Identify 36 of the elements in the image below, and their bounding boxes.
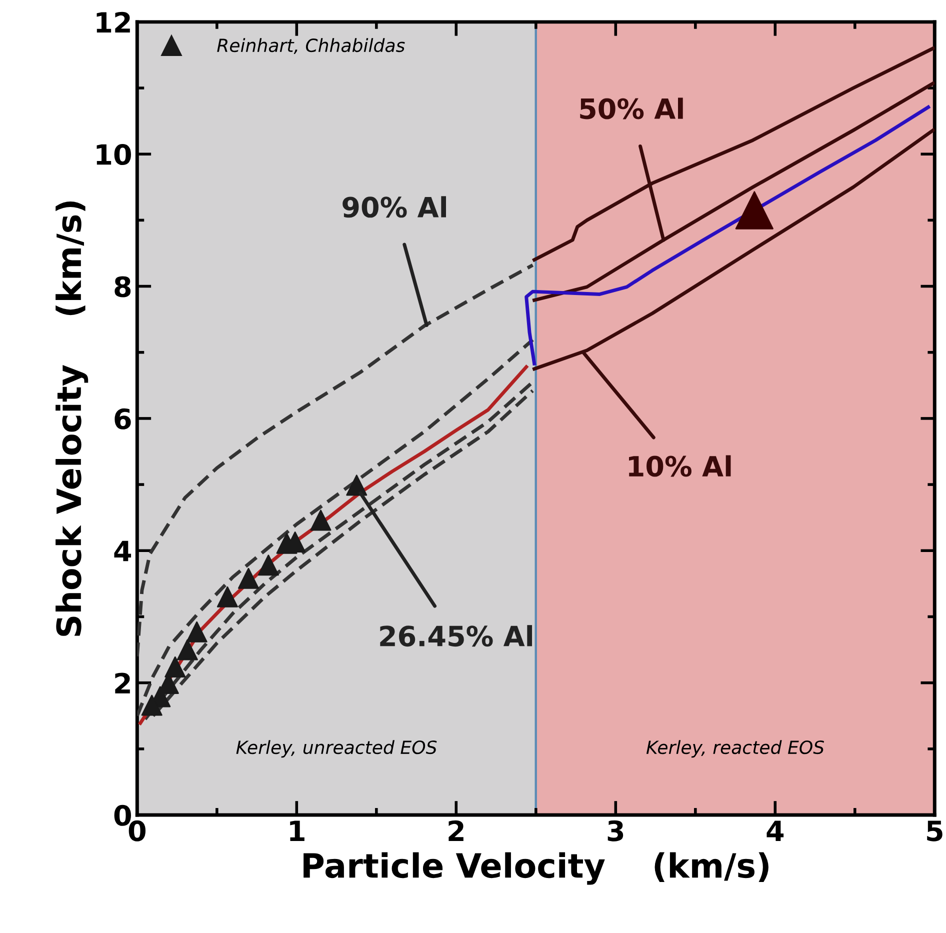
y-tick-label: 8 [114,276,131,298]
point [238,568,260,589]
point [164,656,186,678]
legend-label: Reinhart, Chhabildas [217,38,405,54]
y-tick-label: 0 [114,804,131,826]
point [276,532,298,554]
line-series [532,82,935,302]
band-label: Kerley, unreacted EOS [236,740,437,758]
point [176,639,198,660]
annotation: 90% Al [342,196,446,218]
line-series [137,263,534,658]
y-tick-label: 2 [115,672,130,694]
x-tick-label: 3 [608,820,624,842]
y-tick-label: 4 [114,540,132,562]
point [258,554,279,576]
point [310,510,332,531]
x-axis-title: Particle Velocity (km/s) [304,852,768,885]
annotation: 10% Al [629,455,731,477]
x-tick-label: 5 [927,820,942,842]
band-label: Kerley, reacted EOS [646,740,824,758]
x-tick-label: 0 [128,820,146,842]
x-tick-label: 2 [448,820,464,841]
y-tick-label: 12 [96,12,130,32]
y-tick-label: 10 [96,144,131,166]
y-axis-title: Shock Velocity (km/s) [56,201,88,636]
point [216,586,238,608]
point [735,191,774,230]
annotation: 26.45% Al [380,625,532,647]
annotation: 50% Al [580,98,683,120]
line-series [532,46,935,262]
y-tick-label: 6 [114,408,131,430]
point [141,694,162,716]
point [346,474,368,496]
x-tick-label: 4 [766,820,784,841]
x-tick-label: 1 [290,820,304,841]
point [186,621,208,642]
